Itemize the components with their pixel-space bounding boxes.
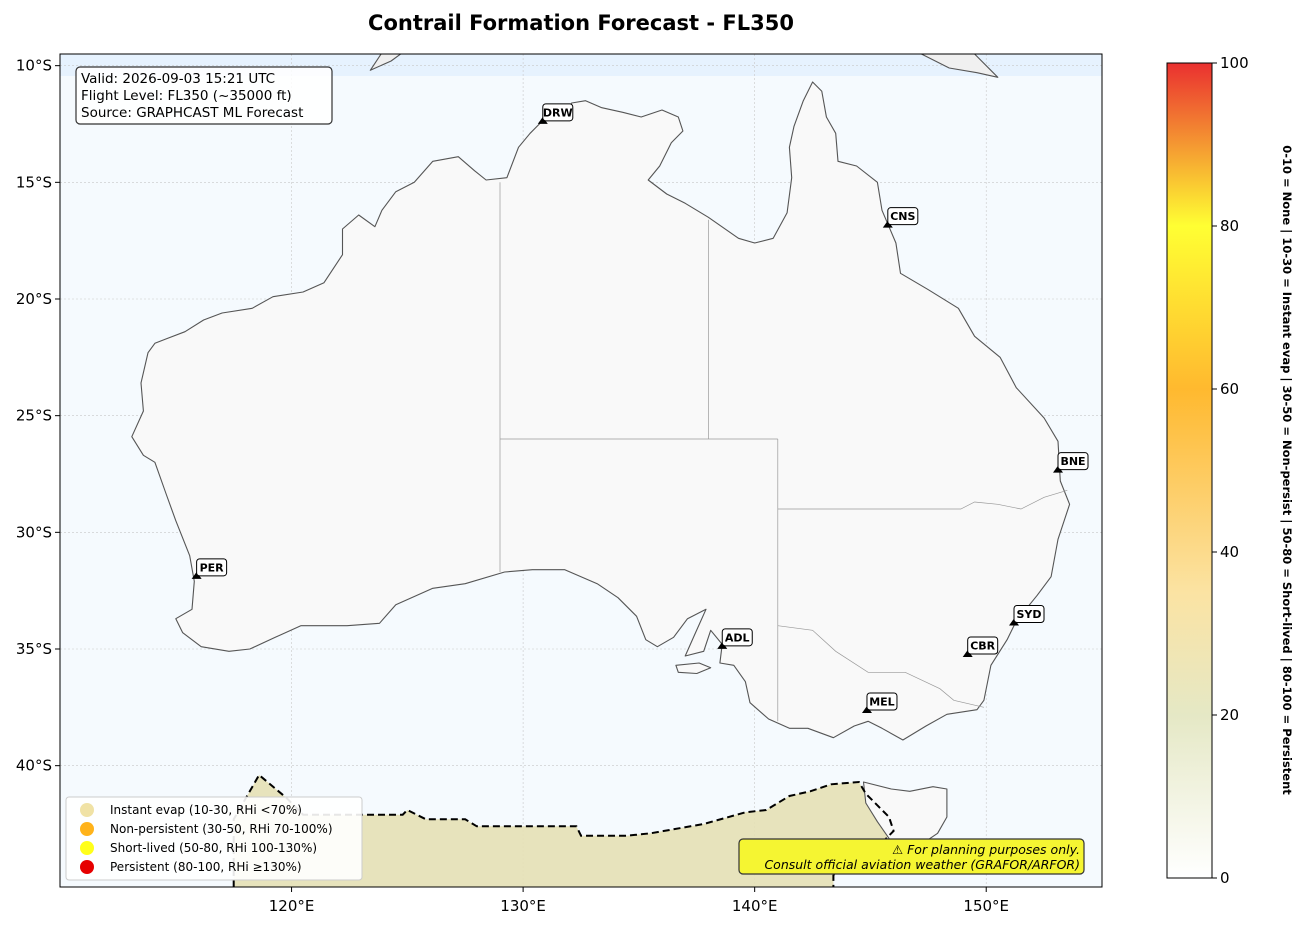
airport-bne[interactable]: BNE <box>1053 452 1089 473</box>
lon-tick-label: 120°E <box>269 897 315 915</box>
airport-label-box <box>1013 605 1045 623</box>
lat-tick-label: 35°S <box>16 640 52 658</box>
legend: Instant evap (10-30, RHi <70%) Non-persis… <box>65 796 363 881</box>
chart-title: Contrail Formation Forecast - FL350 <box>368 11 794 35</box>
state-borders <box>499 182 1068 722</box>
axis-ticks: 120°E 130°E 140°E 150°E 10°S 15°S 20°S 25°S 30°S… <box>16 57 1009 915</box>
land-tasmania <box>862 781 948 851</box>
airport-syd[interactable]: SYD <box>1009 605 1045 626</box>
legend-label: Instant evap (10-30, RHi <70%) <box>110 803 302 817</box>
colorbar: 0 20 40 60 80 100 <box>1166 54 1249 887</box>
airport-marker <box>882 220 893 228</box>
airport-label-box <box>1057 452 1089 471</box>
lat-tick-label: 15°S <box>16 173 52 191</box>
airport-code: ADL <box>725 631 750 644</box>
data-source: Source: GRAPHCAST ML Forecast <box>81 105 303 121</box>
info-box: Valid: 2026-09-03 15:21 UTC Flight Level… <box>75 66 333 125</box>
note-line-1: ⚠ For planning purposes only. <box>892 842 1080 857</box>
valid-time: Valid: 2026-09-03 15:21 UTC <box>81 71 275 87</box>
airport-code: CBR <box>970 640 995 653</box>
contrail-region-outline <box>232 773 895 887</box>
state-border <box>777 625 984 708</box>
airport-code: PER <box>200 561 225 574</box>
map-area[interactable]: DRW CNS BNE PER ADL SYD CBR MEL <box>60 3 1102 887</box>
legend-swatch <box>80 841 94 855</box>
lon-tick-label: 150°E <box>963 897 1009 915</box>
colorbar-tick-label: 100 <box>1220 54 1249 72</box>
lat-tick-label: 25°S <box>16 407 52 425</box>
airport-label-box <box>721 628 753 647</box>
airport-adl[interactable]: ADL <box>717 628 753 649</box>
airport-code: DRW <box>543 106 573 119</box>
lat-tick-label: 40°S <box>16 757 52 775</box>
airport-marker <box>962 650 973 657</box>
legend-swatch <box>80 822 94 836</box>
airport-code: MEL <box>869 696 894 709</box>
land-new-guinea <box>765 54 999 78</box>
lon-tick-label: 130°E <box>500 897 546 915</box>
map-frame <box>59 53 1103 888</box>
land-kangaroo-island <box>675 662 712 675</box>
airport-code: BNE <box>1060 455 1085 468</box>
note-line-2: Consult official aviation weather (GRAFO… <box>764 857 1080 872</box>
airport-marker <box>861 706 872 713</box>
airport-code: CNS <box>890 210 915 223</box>
airport-marker <box>191 571 202 579</box>
legend-label: Non-persistent (30-50, RHi 70-100%) <box>110 822 333 836</box>
legend-label: Persistent (80-100, RHi ≥130%) <box>110 860 302 874</box>
airport-marker <box>1009 618 1020 626</box>
airport-label-box <box>542 103 574 122</box>
airport-marker <box>717 641 728 649</box>
legend-swatch <box>80 803 94 817</box>
colorbar-gradient <box>1166 62 1213 879</box>
contrail-region-fill <box>233 775 894 887</box>
lat-tick-label: 20°S <box>16 290 52 308</box>
state-border <box>777 489 1068 510</box>
contrail-region <box>233 775 894 887</box>
lat-tick-label: 10°S <box>16 57 52 75</box>
colorbar-tick-label: 20 <box>1220 706 1239 724</box>
colorbar-tick-label: 80 <box>1220 217 1239 235</box>
land-timor <box>369 54 402 71</box>
airport-label-box <box>866 692 898 711</box>
land-masses <box>131 54 1071 851</box>
airport-marker <box>537 116 548 124</box>
colorbar-tick-label: 40 <box>1220 543 1239 561</box>
legend-swatch <box>80 860 94 874</box>
airport-cns[interactable]: CNS <box>882 207 919 228</box>
contrail-region-boundary <box>232 773 895 887</box>
lat-tick-label: 30°S <box>16 523 52 541</box>
airport-label-box <box>196 558 228 577</box>
airport-drw[interactable]: DRW <box>537 103 574 124</box>
airport-marker <box>1053 465 1064 473</box>
airport-label-box <box>887 207 919 226</box>
colorbar-tick-label: 0 <box>1220 869 1230 887</box>
airport-cbr[interactable]: CBR <box>962 636 999 657</box>
airport-label-box <box>967 636 999 655</box>
airport-per[interactable]: PER <box>191 558 228 579</box>
lon-tick-label: 140°E <box>732 897 778 915</box>
planning-note: ⚠ For planning purposes only. Consult of… <box>738 838 1085 875</box>
legend-label: Short-lived (50-80, RHi 100-130%) <box>110 841 317 855</box>
colorbar-label: 0-10 = None | 10-30 = Instant evap | 30-… <box>1280 145 1294 795</box>
colorbar-tick-label: 60 <box>1220 380 1239 398</box>
airport-mel[interactable]: MEL <box>861 692 898 713</box>
flight-level: Flight Level: FL350 (~35000 ft) <box>81 88 292 104</box>
airports: DRW CNS BNE PER ADL SYD CBR MEL <box>191 103 1089 713</box>
airport-code: SYD <box>1016 608 1041 621</box>
